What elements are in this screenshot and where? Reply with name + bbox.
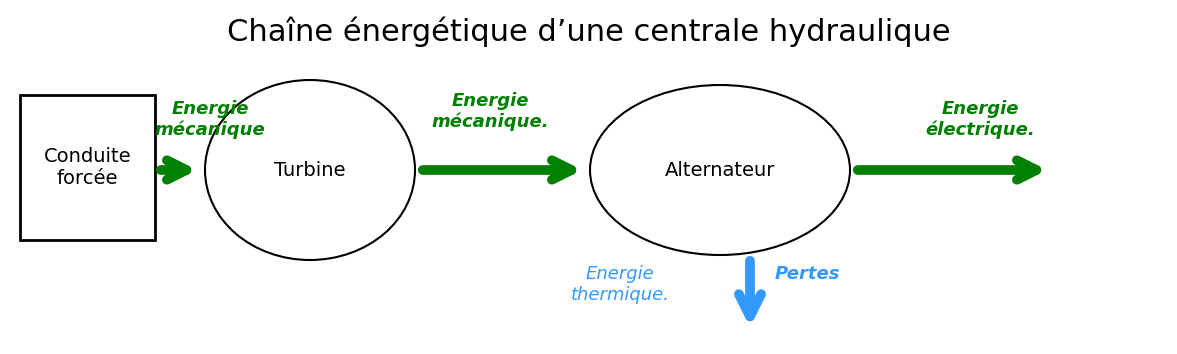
Bar bbox=[20, 95, 155, 240]
Ellipse shape bbox=[205, 80, 415, 260]
Text: Pertes: Pertes bbox=[774, 265, 840, 283]
Text: Energie
thermique.: Energie thermique. bbox=[571, 265, 670, 304]
Ellipse shape bbox=[590, 85, 850, 255]
Text: Energie
mécanique: Energie mécanique bbox=[154, 100, 265, 139]
Text: Chaîne énergétique d’une centrale hydraulique: Chaîne énergétique d’une centrale hydrau… bbox=[227, 17, 950, 47]
Text: Energie
électrique.: Energie électrique. bbox=[925, 100, 1035, 139]
Text: Turbine: Turbine bbox=[274, 160, 346, 179]
Text: Alternateur: Alternateur bbox=[665, 160, 776, 179]
Text: Conduite
forcée: Conduite forcée bbox=[44, 147, 132, 188]
Text: Energie
mécanique.: Energie mécanique. bbox=[431, 92, 548, 131]
